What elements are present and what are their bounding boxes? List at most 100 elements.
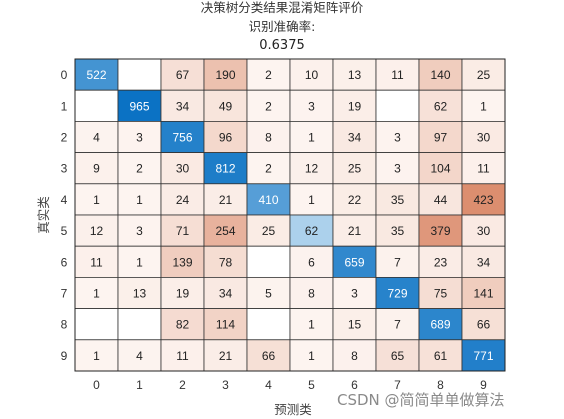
cell-1-2 — [160, 89, 205, 122]
cell-value: 1 — [136, 193, 143, 207]
cell-value: 104 — [430, 162, 450, 176]
cell-value: 1 — [136, 255, 143, 269]
cell-value: 8 — [351, 349, 358, 363]
cell-value: 1 — [93, 287, 100, 301]
cell-value: 6 — [308, 255, 315, 269]
cell-value: 139 — [172, 255, 192, 269]
cell-5-5 — [289, 214, 334, 247]
cell-9-0 — [74, 339, 119, 372]
y-tick-label: 2 — [61, 131, 68, 145]
cell-4-9 — [461, 183, 506, 216]
cell-value: 1 — [93, 349, 100, 363]
y-tick-label: 9 — [61, 349, 68, 363]
y-tick-label: 4 — [61, 193, 68, 207]
cell-value: 35 — [391, 193, 405, 207]
x-axis-label: 预测类 — [274, 402, 312, 417]
cell-0-7 — [375, 58, 420, 91]
cell-8-6 — [332, 308, 377, 341]
y-tick-label: 3 — [61, 162, 68, 176]
cell-5-2 — [160, 214, 205, 247]
cell-value: 2 — [265, 68, 272, 82]
cell-8-2 — [160, 308, 205, 341]
cell-value: 689 — [430, 318, 450, 332]
y-tick-label: 0 — [61, 68, 68, 82]
chart-title: 决策树分类结果混淆矩阵评价 — [200, 0, 364, 15]
cell-value: 19 — [176, 287, 190, 301]
x-tick-label: 4 — [265, 378, 272, 392]
cell-7-5 — [289, 276, 334, 309]
chart-subtitle-label: 识别准确率: — [248, 19, 316, 34]
cell-value: 23 — [434, 255, 448, 269]
cell-value: 1 — [308, 193, 315, 207]
cell-value: 3 — [136, 131, 143, 145]
cell-value: 2 — [265, 99, 272, 113]
cell-value: 22 — [348, 193, 362, 207]
cell-8-9 — [461, 308, 506, 341]
cell-value: 965 — [129, 99, 149, 113]
cell-4-4 — [246, 183, 291, 216]
y-tick-label: 6 — [61, 255, 68, 269]
cell-value: 3 — [394, 131, 401, 145]
cell-value: 13 — [133, 287, 147, 301]
cell-value: 11 — [176, 349, 189, 363]
cell-6-8 — [418, 245, 463, 278]
cell-7-0 — [74, 276, 119, 309]
cell-value: 82 — [176, 318, 190, 332]
cell-4-3 — [203, 183, 248, 216]
cell-value: 11 — [391, 68, 404, 82]
chart-subtitle-value: 0.6375 — [259, 38, 305, 53]
watermark: CSDN @简简单单做算法 — [337, 391, 505, 409]
x-tick-label: 5 — [308, 378, 315, 392]
y-tick-label: 1 — [61, 99, 68, 113]
cell-5-1 — [117, 214, 162, 247]
cell-4-7 — [375, 183, 420, 216]
cell-value: 61 — [434, 349, 448, 363]
cell-5-4 — [246, 214, 291, 247]
cell-8-4 — [246, 308, 291, 341]
cell-value: 423 — [473, 193, 493, 207]
cell-value: 19 — [348, 99, 362, 113]
cell-value: 49 — [219, 99, 233, 113]
cell-6-6 — [332, 245, 377, 278]
cell-value: 71 — [176, 224, 190, 238]
cell-value: 659 — [344, 255, 364, 269]
y-axis-label: 真实类 — [36, 196, 51, 234]
cell-0-9 — [461, 58, 506, 91]
cell-value: 3 — [308, 99, 315, 113]
cell-value: 30 — [477, 224, 491, 238]
cell-value: 35 — [391, 224, 405, 238]
cell-4-5 — [289, 183, 334, 216]
cell-6-4 — [246, 245, 291, 278]
cell-value: 8 — [265, 131, 272, 145]
cell-6-9 — [461, 245, 506, 278]
cell-value: 2 — [136, 162, 143, 176]
cell-3-6 — [332, 152, 377, 185]
cell-value: 1 — [480, 99, 487, 113]
cell-8-0 — [74, 308, 119, 341]
cell-value: 30 — [477, 131, 491, 145]
cell-5-6 — [332, 214, 377, 247]
cell-value: 21 — [219, 193, 233, 207]
y-tick-label: 7 — [61, 287, 68, 301]
cell-2-2 — [160, 121, 205, 154]
cell-2-8 — [418, 121, 463, 154]
cell-8-5 — [289, 308, 334, 341]
cell-value: 24 — [176, 193, 190, 207]
cell-2-7 — [375, 121, 420, 154]
cell-2-3 — [203, 121, 248, 154]
matrix-border — [74, 58, 506, 372]
cell-value: 15 — [348, 318, 362, 332]
cell-7-2 — [160, 276, 205, 309]
cell-1-8 — [418, 89, 463, 122]
cell-value: 62 — [305, 224, 319, 238]
cell-value: 12 — [90, 224, 104, 238]
cell-value: 44 — [434, 193, 448, 207]
cell-value: 65 — [391, 349, 405, 363]
cell-value: 62 — [434, 99, 448, 113]
cell-9-4 — [246, 339, 291, 372]
x-tick-label: 2 — [179, 378, 186, 392]
cell-2-1 — [117, 121, 162, 154]
cell-0-0 — [74, 58, 119, 91]
cell-value: 771 — [473, 349, 493, 363]
